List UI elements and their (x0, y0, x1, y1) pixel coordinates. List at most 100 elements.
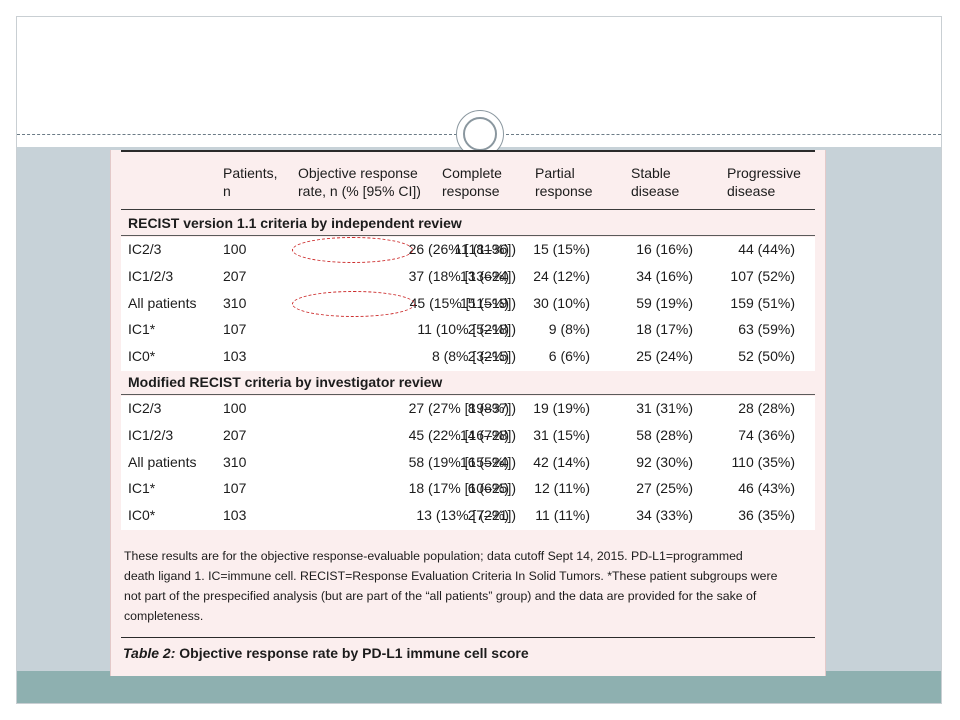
cell-patients: 107 (223, 321, 247, 338)
cell-orr: 8 (8% [3–15]) (431, 348, 516, 365)
table-row: All patients 310 58 (19% [15–24]) 16 (5%) 42… (111, 453, 827, 473)
cell-pd: 36 (35%) (738, 507, 795, 524)
cell-orr: 13 (13% [7–21]) (416, 507, 516, 524)
cell-patients: 207 (223, 267, 247, 284)
header-pd-line1: Progressive (727, 165, 801, 181)
cell-sd: 16 (16%) (636, 241, 693, 257)
header-sd-line1: Stable (631, 165, 671, 181)
cell-orr: 26 (26% [18–36]) (408, 241, 516, 257)
cell-orr: 45 (22% [16–28]) (408, 426, 516, 443)
cell-group: IC0* (128, 348, 156, 365)
cell-sd: 25 (24%) (636, 348, 693, 365)
slide-footer-band (17, 671, 941, 703)
table-row: IC1* 107 18 (17% [10–25]) 6 (6%) 12 (11%) 27 … (111, 479, 827, 499)
cell-group: All patients (128, 294, 197, 311)
cell-patients: 100 (223, 400, 247, 416)
cell-group: IC1* (128, 321, 156, 338)
cell-orr: 37 (18% [13–24]) (408, 267, 516, 284)
footnote-line-4: completeness. (124, 609, 204, 623)
cell-orr: 27 (27% [19–37]) (408, 400, 516, 416)
cell-pr: 15 (15%) (533, 241, 590, 257)
table-row: IC2/3 100 27 (27% [19–37]) 8 (8%) 19 (19%) 31… (111, 399, 827, 419)
cell-cr: 14 (7%) (459, 426, 509, 443)
cell-pd: 28 (28%) (738, 400, 795, 416)
table-row: IC1/2/3 207 37 (18% [13–24]) 13 (6%) 24 (12%… (111, 267, 827, 287)
cell-group: IC2/3 (128, 241, 162, 257)
cell-orr: 58 (19% [15–24]) (408, 453, 516, 470)
footnote-line-1: These results are for the objective resp… (124, 549, 743, 563)
header-patients-line2: n (223, 183, 231, 199)
cell-pd: 110 (35%) (731, 453, 795, 470)
cell-cr: 13 (6%) (459, 267, 509, 284)
header-orr-line1: Objective response (298, 165, 418, 181)
annotation-oval-ic23 (292, 237, 413, 263)
cell-cr: 2 (2%) (467, 321, 509, 338)
cell-pd: 52 (50%) (738, 348, 795, 365)
cell-cr: 2 (2%) (467, 507, 509, 524)
section-rows-modified-recist (121, 396, 815, 530)
cell-orr: 45 (15% [11–19]) (409, 294, 516, 311)
table-row: IC1* 107 11 (10% [5–18]) 2 (2%) 9 (8%) 18 (17… (111, 320, 827, 340)
cell-patients: 107 (223, 480, 247, 497)
cell-cr: 15 (5%) (459, 294, 509, 311)
cell-pd: 46 (43%) (738, 480, 795, 497)
cell-sd: 27 (25%) (636, 480, 693, 497)
cell-pr: 30 (10%) (533, 294, 590, 311)
cell-cr: 11 (11%) (454, 241, 509, 257)
cell-patients: 100 (223, 241, 247, 257)
cell-cr: 8 (8%) (467, 400, 509, 416)
cell-pd: 44 (44%) (738, 241, 795, 257)
table-row: IC2/3 100 26 (26% [18–36]) 11 (11%) 15 (15%)… (111, 240, 827, 260)
cell-cr: 6 (6%) (467, 480, 509, 497)
cell-pd: 63 (59%) (738, 321, 795, 338)
header-stable-disease: Stable disease (631, 164, 679, 200)
caption-label: Table 2: (123, 645, 176, 661)
cell-pd: 107 (52%) (730, 267, 795, 284)
header-objective-response: Objective response rate, n (% [95% CI]) (298, 164, 421, 200)
cell-pr: 12 (11%) (534, 480, 590, 497)
cell-cr: 2 (2%) (467, 348, 509, 365)
title-divider-left (17, 134, 457, 135)
cell-pr: 19 (19%) (533, 400, 590, 416)
header-patients-line1: Patients, (223, 165, 278, 181)
table-row: IC0* 103 13 (13% [7–21]) 2 (2%) 11 (11%) 34 (… (111, 506, 827, 526)
header-progressive-disease: Progressive disease (727, 164, 801, 200)
cell-patients: 310 (223, 294, 247, 311)
cell-sd: 34 (33%) (636, 507, 693, 524)
table-top-rule (121, 150, 815, 152)
cell-orr: 11 (10% [5–18]) (417, 321, 516, 338)
cell-group: IC2/3 (128, 400, 162, 416)
section-rows-recist (121, 237, 815, 371)
cell-group: All patients (128, 453, 197, 470)
cell-sd: 58 (28%) (636, 426, 693, 443)
annotation-oval-all-patients (292, 291, 415, 317)
footnote-line-3: not part of the prespecified analysis (b… (124, 589, 757, 603)
cell-pr: 6 (6%) (548, 348, 590, 365)
cell-patients: 103 (223, 507, 247, 524)
table-row: IC0* 103 8 (8% [3–15]) 2 (2%) 6 (6%) 25 (24%)… (111, 347, 827, 367)
cell-group: IC1/2/3 (128, 267, 174, 284)
cell-cr: 16 (5%) (459, 453, 509, 470)
header-patients: Patients, n (223, 164, 277, 200)
header-partial-response: Partial response (535, 164, 593, 200)
section-rule-modified-recist (121, 394, 815, 395)
header-complete-response: Complete response (442, 164, 502, 200)
header-orr-line2: rate, n (% [95% CI]) (298, 183, 421, 199)
cell-patients: 310 (223, 453, 247, 470)
table-footnote: These results are for the objective resp… (124, 546, 816, 626)
cell-orr: 18 (17% [10–25]) (408, 480, 516, 497)
header-cr-line1: Complete (442, 165, 502, 181)
cell-pr: 24 (12%) (533, 267, 590, 284)
section-title-modified-recist: Modified RECIST criteria by investigator… (128, 374, 443, 390)
section-rule-recist (121, 235, 815, 236)
header-pr-line1: Partial (535, 165, 575, 181)
cell-pr: 42 (14%) (533, 453, 590, 470)
cell-sd: 92 (30%) (636, 453, 693, 470)
cell-pr: 31 (15%) (533, 426, 590, 443)
cell-sd: 18 (17%) (636, 321, 693, 338)
section-title-recist: RECIST version 1.1 criteria by independe… (128, 215, 462, 231)
caption-rule (121, 637, 815, 638)
title-divider-right (506, 134, 941, 135)
footnote-line-2: death ligand 1. IC=immune cell. RECIST=R… (124, 569, 778, 583)
header-rule (121, 209, 815, 210)
